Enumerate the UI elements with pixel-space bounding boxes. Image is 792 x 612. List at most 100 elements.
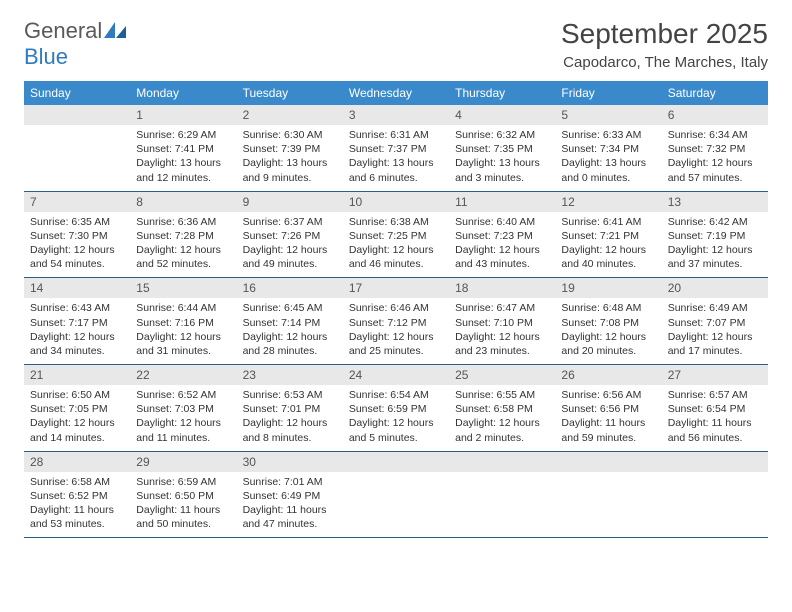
daylight-text: Daylight: 12 hours and 37 minutes.	[668, 243, 762, 271]
day-body	[662, 472, 768, 526]
sunset-text: Sunset: 7:10 PM	[455, 316, 549, 330]
calendar-cell: 1Sunrise: 6:29 AMSunset: 7:41 PMDaylight…	[130, 105, 236, 191]
sunrise-text: Sunrise: 6:50 AM	[30, 388, 124, 402]
sunrise-text: Sunrise: 6:33 AM	[561, 128, 655, 142]
sunset-text: Sunset: 7:37 PM	[349, 142, 443, 156]
month-title: September 2025	[561, 18, 768, 50]
day-number	[555, 452, 661, 472]
logo-sail-icon	[104, 18, 126, 44]
day-number	[24, 105, 130, 125]
day-body: Sunrise: 6:35 AMSunset: 7:30 PMDaylight:…	[24, 212, 130, 278]
calendar-week-row: 28Sunrise: 6:58 AMSunset: 6:52 PMDayligh…	[24, 451, 768, 538]
day-number: 16	[237, 278, 343, 298]
day-body: Sunrise: 6:45 AMSunset: 7:14 PMDaylight:…	[237, 298, 343, 364]
day-body: Sunrise: 6:46 AMSunset: 7:12 PMDaylight:…	[343, 298, 449, 364]
day-body: Sunrise: 6:44 AMSunset: 7:16 PMDaylight:…	[130, 298, 236, 364]
day-number	[662, 452, 768, 472]
sunset-text: Sunset: 7:26 PM	[243, 229, 337, 243]
day-body: Sunrise: 6:33 AMSunset: 7:34 PMDaylight:…	[555, 125, 661, 191]
day-number: 4	[449, 105, 555, 125]
day-body: Sunrise: 6:55 AMSunset: 6:58 PMDaylight:…	[449, 385, 555, 451]
day-number: 3	[343, 105, 449, 125]
calendar-cell: 18Sunrise: 6:47 AMSunset: 7:10 PMDayligh…	[449, 278, 555, 365]
sunset-text: Sunset: 7:16 PM	[136, 316, 230, 330]
weekday-header: Friday	[555, 81, 661, 105]
day-body: Sunrise: 6:30 AMSunset: 7:39 PMDaylight:…	[237, 125, 343, 191]
calendar-cell: 2Sunrise: 6:30 AMSunset: 7:39 PMDaylight…	[237, 105, 343, 191]
calendar-cell	[449, 451, 555, 538]
sunrise-text: Sunrise: 6:41 AM	[561, 215, 655, 229]
daylight-text: Daylight: 12 hours and 43 minutes.	[455, 243, 549, 271]
daylight-text: Daylight: 13 hours and 12 minutes.	[136, 156, 230, 184]
day-number: 2	[237, 105, 343, 125]
calendar-cell: 27Sunrise: 6:57 AMSunset: 6:54 PMDayligh…	[662, 365, 768, 452]
calendar-cell: 16Sunrise: 6:45 AMSunset: 7:14 PMDayligh…	[237, 278, 343, 365]
sunset-text: Sunset: 6:49 PM	[243, 489, 337, 503]
sunset-text: Sunset: 7:21 PM	[561, 229, 655, 243]
calendar-cell: 28Sunrise: 6:58 AMSunset: 6:52 PMDayligh…	[24, 451, 130, 538]
calendar-cell	[24, 105, 130, 191]
weekday-header: Monday	[130, 81, 236, 105]
sunrise-text: Sunrise: 6:46 AM	[349, 301, 443, 315]
day-number: 18	[449, 278, 555, 298]
calendar-cell: 3 Sunrise: 6:31 AMSunset: 7:37 PMDaylight…	[343, 105, 449, 191]
sunrise-text: Sunrise: 6:31 AM	[349, 128, 443, 142]
calendar-cell: 19Sunrise: 6:48 AMSunset: 7:08 PMDayligh…	[555, 278, 661, 365]
weekday-header: Tuesday	[237, 81, 343, 105]
sunrise-text: Sunrise: 6:37 AM	[243, 215, 337, 229]
daylight-text: Daylight: 13 hours and 6 minutes.	[349, 156, 443, 184]
sunset-text: Sunset: 7:05 PM	[30, 402, 124, 416]
sunrise-text: Sunrise: 6:49 AM	[668, 301, 762, 315]
daylight-text: Daylight: 12 hours and 34 minutes.	[30, 330, 124, 358]
sunrise-text: Sunrise: 6:32 AM	[455, 128, 549, 142]
sunset-text: Sunset: 6:56 PM	[561, 402, 655, 416]
day-body: Sunrise: 6:32 AMSunset: 7:35 PMDaylight:…	[449, 125, 555, 191]
day-number: 30	[237, 452, 343, 472]
daylight-text: Daylight: 12 hours and 54 minutes.	[30, 243, 124, 271]
calendar-cell: 5Sunrise: 6:33 AMSunset: 7:34 PMDaylight…	[555, 105, 661, 191]
logo-word2: Blue	[24, 44, 68, 69]
calendar-cell: 29Sunrise: 6:59 AMSunset: 6:50 PMDayligh…	[130, 451, 236, 538]
title-block: September 2025 Capodarco, The Marches, I…	[561, 18, 768, 71]
sunrise-text: Sunrise: 6:58 AM	[30, 475, 124, 489]
day-body: Sunrise: 6:54 AMSunset: 6:59 PMDaylight:…	[343, 385, 449, 451]
sunset-text: Sunset: 7:34 PM	[561, 142, 655, 156]
sunrise-text: Sunrise: 6:38 AM	[349, 215, 443, 229]
calendar-cell	[662, 451, 768, 538]
daylight-text: Daylight: 11 hours and 47 minutes.	[243, 503, 337, 531]
sunrise-text: Sunrise: 6:43 AM	[30, 301, 124, 315]
calendar-cell: 8Sunrise: 6:36 AMSunset: 7:28 PMDaylight…	[130, 191, 236, 278]
calendar-cell	[343, 451, 449, 538]
sunrise-text: Sunrise: 6:34 AM	[668, 128, 762, 142]
day-body: Sunrise: 6:34 AMSunset: 7:32 PMDaylight:…	[662, 125, 768, 191]
logo-text: General Blue	[24, 18, 126, 70]
daylight-text: Daylight: 12 hours and 17 minutes.	[668, 330, 762, 358]
sunset-text: Sunset: 7:32 PM	[668, 142, 762, 156]
day-number: 5	[555, 105, 661, 125]
sunrise-text: Sunrise: 6:48 AM	[561, 301, 655, 315]
calendar-cell: 23Sunrise: 6:53 AMSunset: 7:01 PMDayligh…	[237, 365, 343, 452]
day-number: 21	[24, 365, 130, 385]
sunset-text: Sunset: 6:52 PM	[30, 489, 124, 503]
daylight-text: Daylight: 12 hours and 2 minutes.	[455, 416, 549, 444]
day-number: 17	[343, 278, 449, 298]
day-number	[343, 452, 449, 472]
sunset-text: Sunset: 6:50 PM	[136, 489, 230, 503]
calendar-cell: 22Sunrise: 6:52 AMSunset: 7:03 PMDayligh…	[130, 365, 236, 452]
sunset-text: Sunset: 7:17 PM	[30, 316, 124, 330]
day-body	[343, 472, 449, 526]
sunrise-text: Sunrise: 6:56 AM	[561, 388, 655, 402]
daylight-text: Daylight: 12 hours and 31 minutes.	[136, 330, 230, 358]
day-body: Sunrise: 6:41 AMSunset: 7:21 PMDaylight:…	[555, 212, 661, 278]
daylight-text: Daylight: 12 hours and 11 minutes.	[136, 416, 230, 444]
sunset-text: Sunset: 6:59 PM	[349, 402, 443, 416]
day-body: Sunrise: 6:37 AMSunset: 7:26 PMDaylight:…	[237, 212, 343, 278]
day-number: 25	[449, 365, 555, 385]
sunset-text: Sunset: 7:28 PM	[136, 229, 230, 243]
sunrise-text: Sunrise: 6:42 AM	[668, 215, 762, 229]
daylight-text: Daylight: 12 hours and 40 minutes.	[561, 243, 655, 271]
sunset-text: Sunset: 7:07 PM	[668, 316, 762, 330]
daylight-text: Daylight: 12 hours and 5 minutes.	[349, 416, 443, 444]
sunset-text: Sunset: 7:12 PM	[349, 316, 443, 330]
calendar-cell: 6Sunrise: 6:34 AMSunset: 7:32 PMDaylight…	[662, 105, 768, 191]
